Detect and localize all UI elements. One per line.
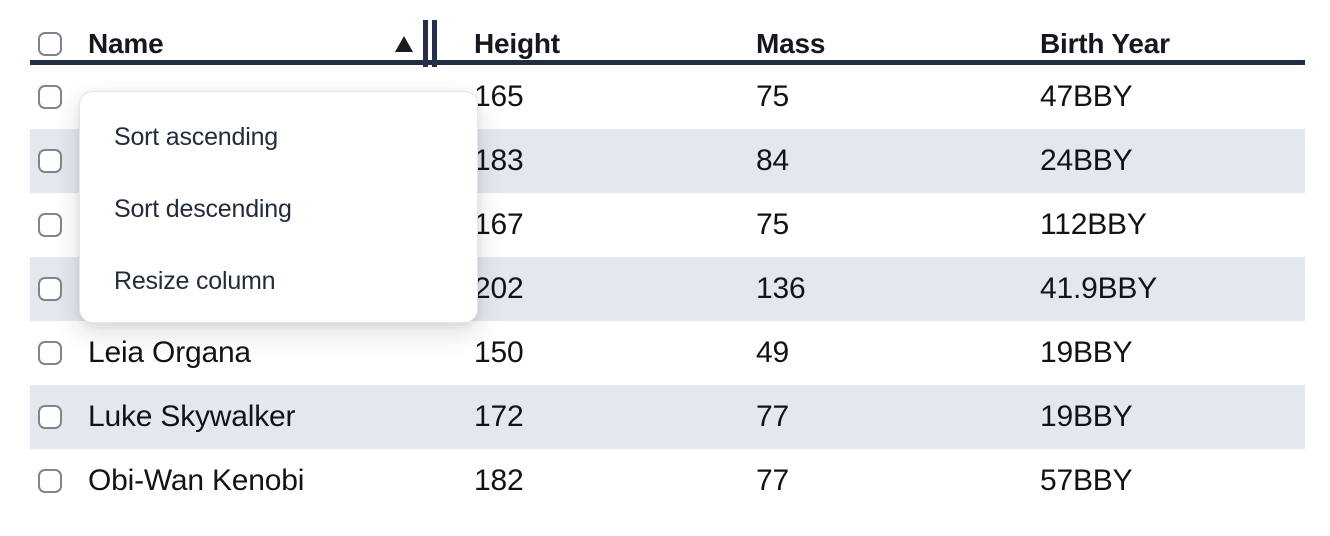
cell-birth-year: 19BBY [1040, 400, 1133, 433]
cell-mass: 75 [756, 80, 789, 113]
cell-height: 182 [474, 464, 524, 497]
cell-name: Luke Skywalker [88, 400, 296, 433]
table-row: Obi-Wan Kenobi 182 77 57BBY [30, 449, 1305, 505]
cell-height: 183 [474, 144, 524, 177]
cell-birth-year: 57BBY [1040, 464, 1133, 497]
row-checkbox[interactable] [38, 405, 62, 429]
row-select-cell [30, 405, 88, 429]
cell-birth-year: 47BBY [1040, 80, 1133, 113]
row-checkbox[interactable] [38, 213, 62, 237]
cell-mass: 136 [756, 272, 806, 305]
menu-item-resize-column[interactable]: Resize column [114, 266, 276, 295]
cell-mass: 77 [756, 400, 789, 433]
row-select-cell [30, 85, 88, 109]
cell-height: 165 [474, 80, 524, 113]
table-row: Luke Skywalker 172 77 19BBY [30, 385, 1305, 449]
row-checkbox[interactable] [38, 341, 62, 365]
column-resize-handle-icon[interactable] [423, 20, 437, 67]
cell-mass: 84 [756, 144, 789, 177]
cell-birth-year: 24BBY [1040, 144, 1133, 177]
column-header-height[interactable]: Height [474, 27, 560, 59]
row-select-cell [30, 213, 88, 237]
cell-height: 172 [474, 400, 524, 433]
column-header-name[interactable]: Name [88, 20, 474, 67]
menu-item-sort-ascending[interactable]: Sort ascending [114, 122, 278, 151]
cell-height: 150 [474, 336, 524, 369]
menu-item-sort-descending[interactable]: Sort descending [114, 194, 292, 223]
column-header-mass[interactable]: Mass [756, 27, 826, 59]
row-select-cell [30, 469, 88, 493]
cell-height: 167 [474, 208, 524, 241]
cell-birth-year: 41.9BBY [1040, 272, 1158, 305]
row-checkbox[interactable] [38, 149, 62, 173]
table-header-row: Name Height Mass Birth Year [30, 0, 1305, 67]
header-select-cell [30, 31, 88, 56]
cell-name: Leia Organa [88, 336, 251, 369]
row-select-cell [30, 341, 88, 365]
row-checkbox[interactable] [38, 469, 62, 493]
row-checkbox[interactable] [38, 277, 62, 301]
select-all-checkbox[interactable] [38, 31, 62, 56]
column-header-name-label: Name [88, 27, 164, 59]
row-select-cell [30, 277, 88, 301]
cell-mass: 49 [756, 336, 789, 369]
cell-height: 202 [474, 272, 524, 305]
cell-mass: 75 [756, 208, 789, 241]
row-select-cell [30, 149, 88, 173]
cell-mass: 77 [756, 464, 789, 497]
sort-ascending-icon [395, 35, 413, 52]
cell-birth-year: 112BBY [1040, 208, 1147, 241]
cell-birth-year: 19BBY [1040, 336, 1133, 369]
table-row: Leia Organa 150 49 19BBY [30, 321, 1305, 385]
row-checkbox[interactable] [38, 85, 62, 109]
cell-name: Obi-Wan Kenobi [88, 464, 305, 497]
column-context-menu: Sort ascending Sort descending Resize co… [79, 91, 478, 323]
column-header-birth-year[interactable]: Birth Year [1040, 27, 1170, 59]
